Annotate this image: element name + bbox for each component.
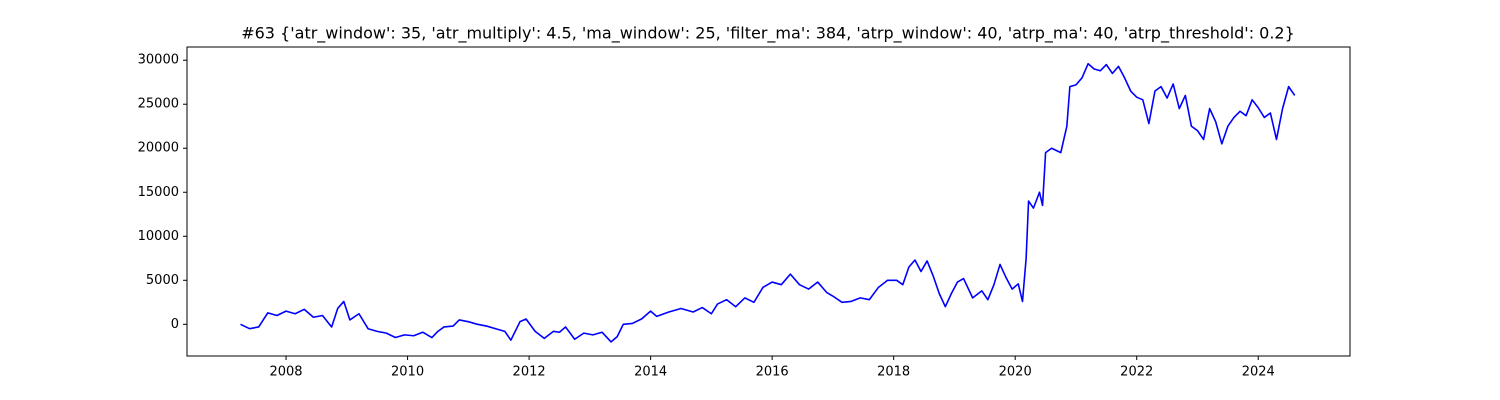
x-tick-label: 2018 xyxy=(877,365,910,380)
y-tick-label: 30000 xyxy=(138,53,179,68)
x-tick-label: 2024 xyxy=(1242,365,1275,380)
x-tick-label: 2022 xyxy=(1120,365,1153,380)
x-tick-label: 2012 xyxy=(513,365,546,380)
x-tick-label: 2016 xyxy=(756,365,789,380)
line-series xyxy=(240,62,1296,343)
x-tick-label: 2014 xyxy=(634,365,667,380)
x-tick-label: 2008 xyxy=(269,365,302,380)
y-tick-label: 5000 xyxy=(146,273,179,288)
y-tick-label: 20000 xyxy=(138,141,179,156)
y-tick-label: 25000 xyxy=(138,97,179,112)
y-tick-label: 15000 xyxy=(138,185,179,200)
x-tick-label: 2010 xyxy=(391,365,424,380)
y-tick-label: 0 xyxy=(171,317,179,332)
y-tick-label: 10000 xyxy=(138,229,179,244)
plot-frame xyxy=(186,46,1351,357)
chart-title: #63 {'atr_window': 35, 'atr_multiply': 4… xyxy=(241,24,1295,44)
x-tick-label: 2020 xyxy=(999,365,1032,380)
